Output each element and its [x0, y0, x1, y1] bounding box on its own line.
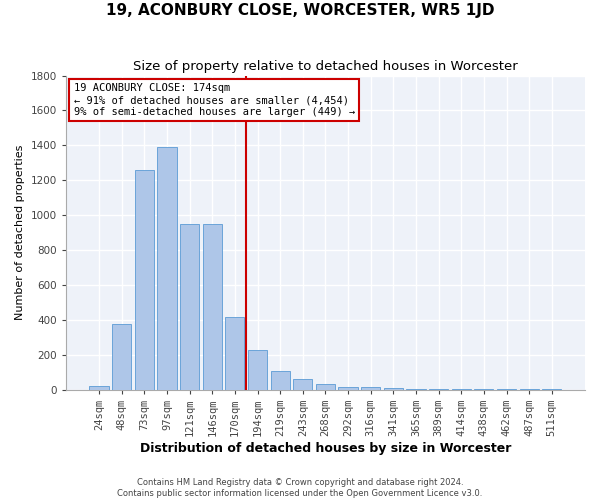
- Bar: [89, 386, 109, 390]
- Bar: [271, 370, 290, 390]
- Bar: [112, 324, 131, 390]
- Bar: [497, 389, 516, 390]
- X-axis label: Distribution of detached houses by size in Worcester: Distribution of detached houses by size …: [140, 442, 511, 455]
- Text: 19, ACONBURY CLOSE, WORCESTER, WR5 1JD: 19, ACONBURY CLOSE, WORCESTER, WR5 1JD: [106, 2, 494, 18]
- Bar: [384, 388, 403, 390]
- Bar: [135, 170, 154, 390]
- Bar: [452, 389, 471, 390]
- Bar: [361, 388, 380, 390]
- Bar: [157, 147, 176, 390]
- Text: 19 ACONBURY CLOSE: 174sqm
← 91% of detached houses are smaller (4,454)
9% of sem: 19 ACONBURY CLOSE: 174sqm ← 91% of detac…: [74, 84, 355, 116]
- Bar: [248, 350, 267, 390]
- Bar: [338, 387, 358, 390]
- Bar: [429, 389, 448, 390]
- Bar: [316, 384, 335, 390]
- Bar: [474, 389, 493, 390]
- Bar: [520, 389, 539, 390]
- Bar: [203, 224, 222, 390]
- Bar: [542, 389, 562, 390]
- Bar: [225, 318, 244, 390]
- Title: Size of property relative to detached houses in Worcester: Size of property relative to detached ho…: [133, 60, 518, 73]
- Bar: [180, 224, 199, 390]
- Bar: [293, 380, 313, 390]
- Text: Contains HM Land Registry data © Crown copyright and database right 2024.
Contai: Contains HM Land Registry data © Crown c…: [118, 478, 482, 498]
- Bar: [406, 388, 425, 390]
- Y-axis label: Number of detached properties: Number of detached properties: [15, 145, 25, 320]
